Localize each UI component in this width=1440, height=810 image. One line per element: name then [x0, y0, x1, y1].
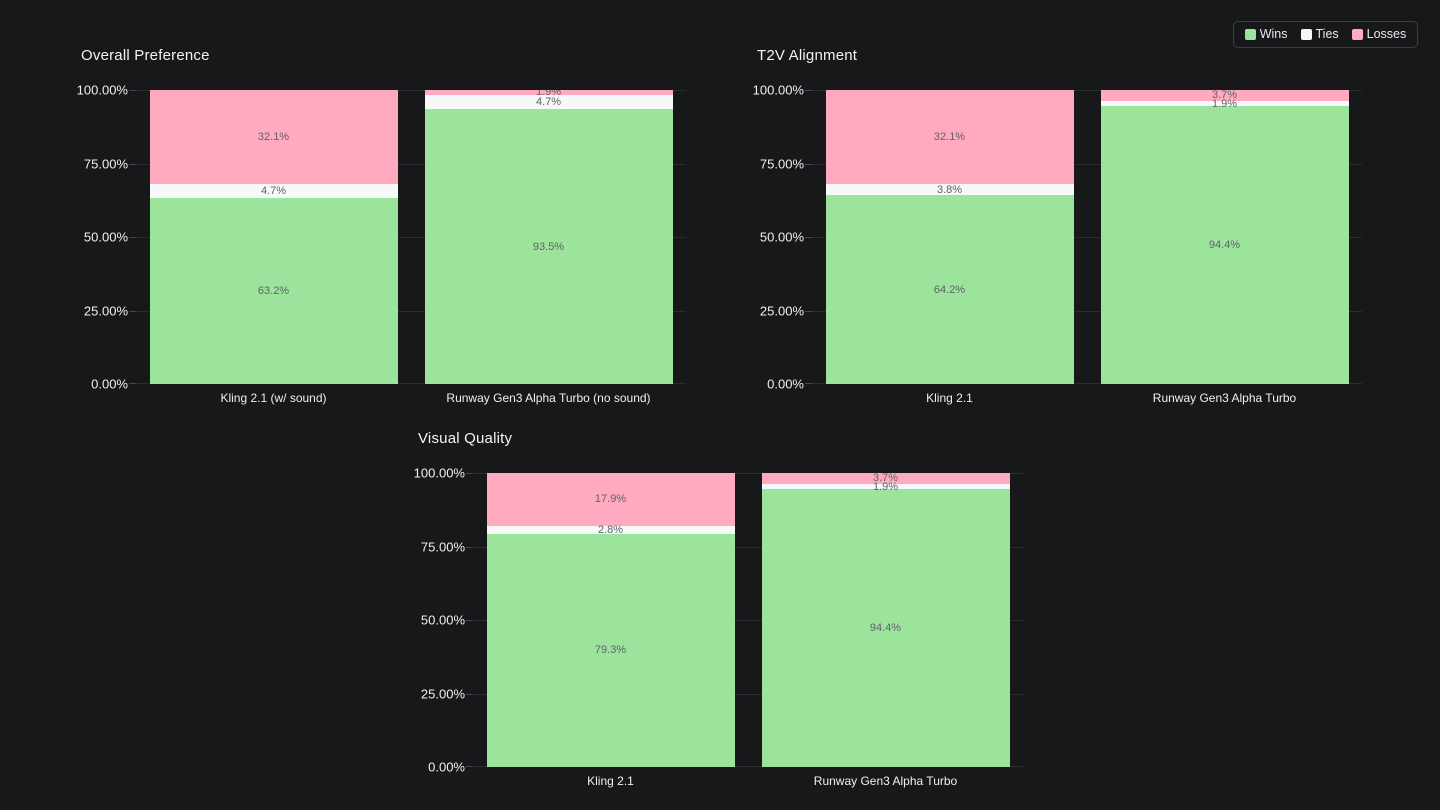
y-axis-tick-label: 50.00% — [83, 229, 128, 245]
y-axis-tick-label: 100.00% — [752, 82, 804, 98]
bar-segment-losses[interactable] — [486, 473, 735, 526]
losses-swatch-icon — [1351, 29, 1363, 40]
gridline — [812, 163, 1362, 165]
plot-area: 64.2% 3.8% 32.1% 94.4% 1.9% 3.7% — [812, 90, 1362, 384]
gridline — [812, 237, 1362, 238]
plot-area: 63.2% 4.7% 32.1% 93.5% 4.7% 1.9% — [136, 90, 686, 384]
y-axis-tick-label: 100.00% — [413, 465, 465, 481]
gridline — [136, 237, 686, 238]
bar-segment-wins[interactable] — [486, 533, 735, 767]
bar-segment-ties[interactable] — [149, 184, 398, 199]
x-axis-category-label: Runway Gen3 Alpha Turbo — [813, 774, 958, 788]
bar-segment-wins[interactable] — [825, 195, 1074, 384]
stacked-bar: 79.3% 2.8% 17.9% — [486, 473, 735, 767]
y-axis-tick-label: 25.00% — [83, 303, 128, 318]
gridline — [473, 766, 1023, 767]
x-axis-category-label: Runway Gen3 Alpha Turbo (no sound) — [446, 391, 651, 405]
bar-segment-ties[interactable] — [761, 483, 1010, 490]
x-axis-category-label: Kling 2.1 (w/ sound) — [220, 391, 327, 405]
bar-segment-losses[interactable] — [1100, 90, 1349, 101]
bar-segment-ties[interactable] — [424, 95, 673, 110]
stacked-bar: 63.2% 4.7% 32.1% — [149, 90, 398, 384]
chart-legend: Wins Ties Losses — [1233, 21, 1418, 48]
gridline — [136, 163, 686, 165]
bar-segment-wins[interactable] — [424, 109, 673, 384]
bar-segment-ties[interactable] — [825, 184, 1074, 196]
y-axis: 0.00% 25.00% 50.00% 75.00% 100.00% — [716, 83, 804, 392]
bar-segment-ties[interactable] — [1100, 100, 1349, 107]
chart-title: Visual Quality — [418, 430, 513, 447]
stacked-bar: 64.2% 3.8% 32.1% — [825, 90, 1074, 384]
chart-title: T2V Alignment — [757, 47, 858, 64]
stacked-bar: 94.4% 1.9% 3.7% — [761, 473, 1010, 767]
gridline — [812, 383, 1362, 384]
bar-segment-losses[interactable] — [825, 90, 1074, 185]
legend-item-wins[interactable]: Wins — [1244, 27, 1288, 42]
legend-item-losses[interactable]: Losses — [1351, 27, 1407, 42]
legend-label-losses: Losses — [1366, 27, 1407, 42]
y-axis-tick-label: 50.00% — [759, 229, 804, 245]
legend-label-ties: Ties — [1315, 27, 1339, 42]
x-axis-category-label: Kling 2.1 — [926, 391, 973, 405]
gridline — [136, 383, 686, 384]
y-axis-tick-label: 25.00% — [420, 686, 465, 701]
plot-area: 79.3% 2.8% 17.9% 94.4% 1.9% 3.7% — [473, 473, 1023, 767]
y-axis-tick-label: 100.00% — [76, 82, 128, 98]
gridline — [812, 90, 1362, 91]
bar-segment-ties[interactable] — [486, 525, 735, 534]
bar-segment-wins[interactable] — [149, 198, 398, 384]
bar-segment-losses[interactable] — [149, 90, 398, 185]
legend-label-wins: Wins — [1259, 27, 1288, 42]
y-axis-tick-label: 0.00% — [428, 759, 465, 775]
bar-segment-wins[interactable] — [1100, 106, 1349, 384]
y-axis-tick-label: 25.00% — [759, 303, 804, 318]
y-axis-tick-label: 50.00% — [420, 612, 465, 628]
x-axis: Kling 2.1 Runway Gen3 Alpha Turbo — [473, 774, 1023, 790]
y-axis: 0.00% 25.00% 50.00% 75.00% 100.00% — [377, 466, 465, 775]
x-axis-category-label: Runway Gen3 Alpha Turbo — [1152, 391, 1297, 405]
chart-title: Overall Preference — [81, 47, 210, 64]
y-axis-tick-label: 75.00% — [83, 156, 128, 171]
gridline — [473, 620, 1023, 621]
y-axis-tick-label: 75.00% — [420, 539, 465, 554]
x-axis: Kling 2.1 Runway Gen3 Alpha Turbo — [812, 391, 1362, 407]
gridline — [812, 310, 1362, 312]
x-axis-category-label: Kling 2.1 — [587, 774, 634, 788]
legend-item-ties[interactable]: Ties — [1300, 27, 1339, 42]
wins-swatch-icon — [1244, 29, 1256, 40]
gridline — [473, 546, 1023, 548]
gridline — [136, 310, 686, 312]
y-axis-tick-label: 0.00% — [91, 376, 128, 392]
gridline — [473, 473, 1023, 474]
y-axis-tick-label: 0.00% — [767, 376, 804, 392]
bar-segment-wins[interactable] — [761, 489, 1010, 767]
bar-segment-losses[interactable] — [761, 473, 1010, 484]
gridline — [473, 693, 1023, 695]
x-axis: Kling 2.1 (w/ sound) Runway Gen3 Alpha Tu… — [136, 391, 686, 407]
ties-swatch-icon — [1300, 29, 1312, 40]
bar-segment-losses[interactable] — [424, 90, 673, 96]
y-axis: 0.00% 25.00% 50.00% 75.00% 100.00% — [40, 83, 128, 392]
y-axis-tick-label: 75.00% — [759, 156, 804, 171]
gridline — [136, 90, 686, 91]
